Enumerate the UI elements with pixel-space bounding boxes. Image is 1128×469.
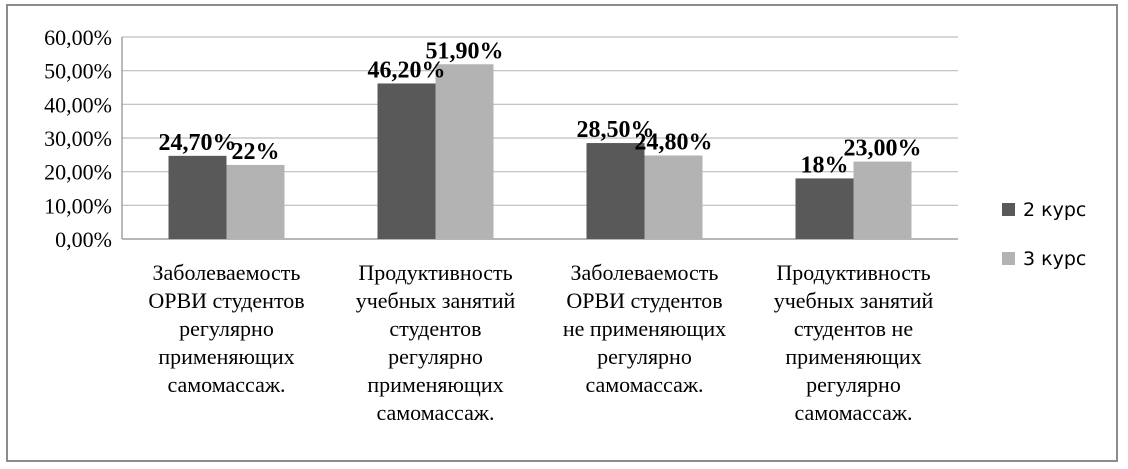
category-label-line: регулярно xyxy=(597,344,692,369)
y-tick-label: 50,00% xyxy=(44,59,112,84)
category-label-line: не применяющих xyxy=(563,316,726,341)
category-label-line: учебных занятий xyxy=(774,288,934,313)
category-label-line: ОРВИ студентов xyxy=(148,288,304,313)
bar xyxy=(853,161,912,239)
category-label: Продуктивность учебных занятий студентов н… xyxy=(774,260,934,425)
data-label: 22% xyxy=(232,139,280,165)
category-label-line: студентов xyxy=(389,316,481,341)
bar xyxy=(435,64,494,240)
bar xyxy=(644,155,703,239)
data-label: 24,70% xyxy=(159,130,237,156)
legend-swatch xyxy=(1002,252,1015,265)
bars xyxy=(168,64,912,240)
data-label: 51,90% xyxy=(426,38,504,64)
category-label-line: ОРВИ студентов xyxy=(566,288,722,313)
category-label-line: применяющих xyxy=(158,344,294,369)
y-tick-label: 10,00% xyxy=(44,193,112,218)
bar xyxy=(586,143,645,239)
data-label: 18% xyxy=(801,152,849,178)
y-tick-label: 30,00% xyxy=(44,126,112,151)
category-label-line: самомассаж. xyxy=(794,400,912,425)
category-label-line: самомассаж. xyxy=(167,372,285,397)
category-label-line: регулярно xyxy=(179,316,274,341)
category-label-line: Заболеваемость xyxy=(571,260,719,285)
category-label-line: применяющих xyxy=(367,372,503,397)
data-label: 46,20% xyxy=(368,57,446,83)
category-label-line: Продуктивность xyxy=(358,260,512,285)
y-tick-label: 60,00% xyxy=(44,25,112,50)
legend-label: 3 курс xyxy=(1023,248,1086,270)
data-label: 23,00% xyxy=(844,136,922,162)
y-axis-ticks: 0,00% 10,00% 20,00% 30,00% 40,00% 50,00% 60,00… xyxy=(44,25,112,252)
category-label: Продуктивность учебных занятий студентов ре… xyxy=(356,260,516,425)
category-label-line: учебных занятий xyxy=(356,288,516,313)
category-labels: Заболеваемость ОРВИ студентов регулярно при… xyxy=(148,260,933,425)
data-label: 28,50% xyxy=(577,117,655,143)
category-label-line: самомассаж. xyxy=(376,400,494,425)
y-tick-label: 20,00% xyxy=(44,160,112,185)
legend: 2 курс 3 курс xyxy=(1002,199,1086,270)
category-label-line: студентов не xyxy=(794,316,913,341)
bar xyxy=(795,178,854,239)
bar xyxy=(226,164,285,239)
category-label-line: регулярно xyxy=(388,344,483,369)
category-label-line: Продуктивность xyxy=(776,260,930,285)
bar xyxy=(168,155,227,239)
data-label: 24,80% xyxy=(635,130,713,156)
category-label: Заболеваемость ОРВИ студентов не применяющ… xyxy=(563,260,726,397)
y-tick-label: 0,00% xyxy=(55,227,112,252)
category-label-line: применяющих xyxy=(785,344,921,369)
data-labels: 24,70%22% 46,20%51,90% 28,50%24,80% 18%23,0… xyxy=(159,38,922,178)
legend-swatch xyxy=(1002,203,1015,216)
category-label-line: Заболеваемость xyxy=(153,260,301,285)
bar xyxy=(377,83,436,240)
category-label-line: самомассаж. xyxy=(585,372,703,397)
category-label: Заболеваемость ОРВИ студентов регулярно при… xyxy=(148,260,304,397)
y-tick-label: 40,00% xyxy=(44,92,112,117)
category-label-line: регулярно xyxy=(806,372,901,397)
legend-label: 2 курс xyxy=(1023,199,1086,221)
